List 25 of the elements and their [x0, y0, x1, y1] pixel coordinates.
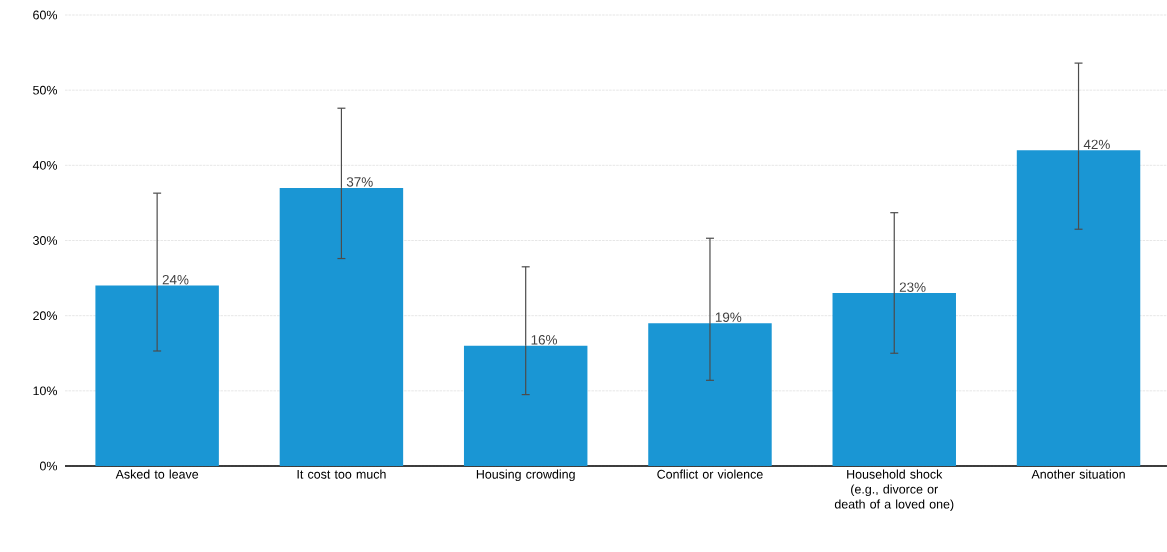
- y-tick-label: 50%: [33, 85, 58, 95]
- y-tick-label: 30%: [33, 236, 58, 245]
- bar: [95, 285, 219, 466]
- data-label: 19%: [715, 312, 742, 322]
- y-tick-label: 20%: [33, 311, 58, 321]
- y-tick-label: 10%: [33, 386, 58, 396]
- data-label: 37%: [346, 177, 373, 187]
- x-tick-label: Conflict or violence: [657, 469, 763, 479]
- x-tick-label: Asked to leave: [115, 469, 199, 479]
- data-label: 24%: [162, 274, 189, 285]
- y-tick-label: 40%: [32, 160, 58, 170]
- bar: [1016, 150, 1141, 466]
- bar: [648, 323, 772, 466]
- x-tick-label: Housing crowding: [476, 469, 575, 482]
- data-label: 42%: [1083, 139, 1110, 150]
- bar: [832, 293, 956, 466]
- data-label: 23%: [899, 282, 926, 292]
- x-tick-label: Household shock (e.g., divorce or death of a loved one): [834, 469, 954, 512]
- bar: [279, 187, 404, 466]
- x-tick-label: It cost too much: [297, 469, 386, 479]
- y-tick-label: 60%: [33, 10, 58, 20]
- y-tick-label: 0%: [39, 461, 58, 471]
- bar: [463, 345, 588, 466]
- data-label: 16%: [531, 335, 558, 345]
- x-tick-label: Another situation: [1031, 469, 1125, 479]
